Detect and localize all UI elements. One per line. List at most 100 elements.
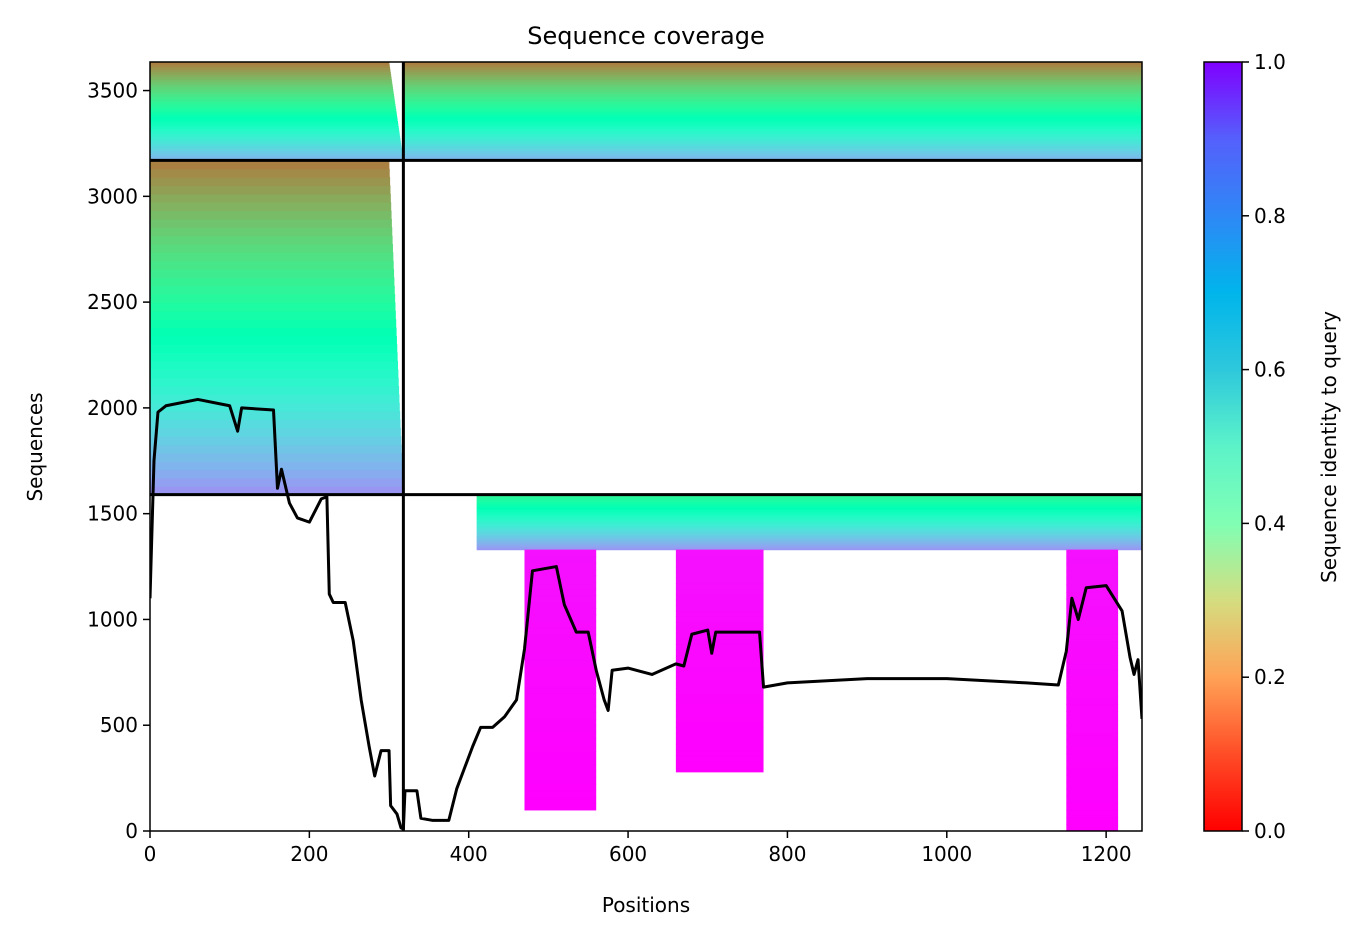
coverage-strip-3-11 [476,533,1142,536]
coverage-strip-1-17 [403,116,1142,120]
coverage-strip-2-38 [150,168,390,178]
coverage-strip-5-0 [1066,823,1119,831]
coverage-strip-1-10 [403,133,1142,137]
coverage-strip-3-16 [476,526,1142,529]
y-tick-label-1000: 1000 [87,607,138,631]
coverage-strip-2-25 [150,277,395,287]
x-axis-label: Positions [602,893,690,917]
coverage-strip-2-12 [150,386,400,395]
coverage-strip-2-23 [150,294,396,304]
coverage-strip-2-0 [150,486,404,496]
coverage-strip-1-7 [403,140,1142,144]
plot-area [150,62,1142,831]
coverage-strip-1-32 [403,79,1142,83]
coverage-strip-3-20 [476,520,1142,523]
coverage-strip-3-31 [476,505,1142,508]
colorbar-tick-label-0.4: 0.4 [1254,511,1286,535]
coverage-strip-6-35 [675,571,764,578]
coverage-strip-1-29 [403,86,1142,90]
coverage-strip-3-13 [476,530,1142,533]
colorbar-tick-label-1.0: 1.0 [1254,50,1286,74]
coverage-strip-4-2 [524,790,597,798]
x-axis: 0 200 400 600 800 1000 1200 [144,831,1132,866]
coverage-strip-3-19 [476,522,1142,525]
coverage-strip-6-25 [675,627,764,634]
coverage-strip-0-24 [150,98,395,102]
coverage-strip-5-2 [1066,809,1119,818]
coverage-strip-4-4 [524,777,597,785]
coverage-strip-3-15 [476,527,1142,530]
coverage-strip-4-38 [524,556,597,564]
coverage-strip-5-16 [1066,711,1119,720]
coverage-strip-2-20 [150,319,397,329]
coverage-strip-4-8 [524,751,597,759]
coverage-strip-1-38 [403,64,1142,68]
coverage-strip-2-11 [150,394,400,404]
coverage-strip-3-10 [476,534,1142,537]
coverage-strip-0-22 [150,103,396,107]
coverage-strip-6-31 [675,594,764,601]
coverage-strip-0-33 [150,76,392,80]
coverage-strip-4-26 [524,634,597,642]
coverage-strip-1-26 [403,93,1142,98]
coverage-strip-0-35 [150,71,391,75]
y-tick-label-3000: 3000 [87,184,138,208]
coverage-strip-0-28 [150,89,394,93]
coverage-strip-3-8 [476,537,1142,540]
coverage-strip-4-29 [524,614,597,622]
coverage-strip-5-23 [1066,662,1119,670]
coverage-strip-6-5 [675,738,764,745]
coverage-strip-2-32 [150,218,392,228]
coverage-strip-1-5 [403,145,1142,149]
chart-title: Sequence coverage [527,22,764,50]
coverage-strip-5-1 [1066,816,1119,825]
coverage-strip-4-37 [524,562,597,570]
coverage-strip-4-28 [524,621,597,629]
coverage-strip-6-34 [675,577,764,584]
coverage-strip-5-18 [1066,697,1119,705]
coverage-strip-4-17 [524,692,597,700]
coverage-strip-3-36 [476,498,1142,501]
coverage-strip-0-37 [150,66,391,70]
coverage-strip-3-33 [476,502,1142,505]
coverage-strip-0-18 [150,113,397,117]
coverage-strip-6-26 [675,621,764,628]
coverage-strip-2-37 [150,177,391,187]
coverage-strip-5-35 [1066,577,1119,586]
coverage-strip-0-38 [150,64,390,68]
coverage-strip-0-8 [150,138,401,142]
coverage-strip-6-11 [675,705,764,712]
block-boundaries [150,62,1142,831]
y-tick-label-2500: 2500 [87,290,138,314]
coverage-strip-6-19 [675,660,764,667]
colorbar-label: Sequence identity to query [1317,311,1341,583]
coverage-strip-2-35 [150,193,391,203]
coverage-strip-1-30 [403,84,1142,88]
y-tick-label-2000: 2000 [87,396,138,420]
coverage-strip-1-1 [403,155,1142,159]
coverage-strip-1-33 [403,76,1142,80]
coverage-strip-4-23 [524,653,597,661]
coverage-strip-4-7 [524,757,597,765]
coverage-strip-6-14 [675,688,764,695]
coverage-strip-5-26 [1066,641,1119,649]
coverage-strip-4-1 [524,796,597,804]
coverage-strip-6-7 [675,727,764,734]
coverage-strip-1-13 [403,125,1142,129]
y-tick-label-3500: 3500 [87,79,138,103]
coverage-strip-3-23 [476,516,1142,519]
coverage-strip-2-15 [150,360,398,370]
coverage-strip-5-32 [1066,598,1119,607]
coverage-strip-4-9 [524,744,597,752]
coverage-strip-3-29 [476,508,1142,511]
coverage-strip-5-14 [1066,725,1119,734]
coverage-strip-1-35 [403,71,1142,75]
x-tick-label-1000: 1000 [921,842,972,866]
coverage-strip-1-12 [403,128,1142,132]
coverage-strip-6-39 [675,549,764,556]
coverage-strip-0-9 [150,135,401,139]
coverage-strip-6-6 [675,732,764,740]
coverage-strip-3-34 [476,501,1142,504]
coverage-strip-6-36 [675,566,764,573]
coverage-strip-1-3 [403,150,1142,154]
